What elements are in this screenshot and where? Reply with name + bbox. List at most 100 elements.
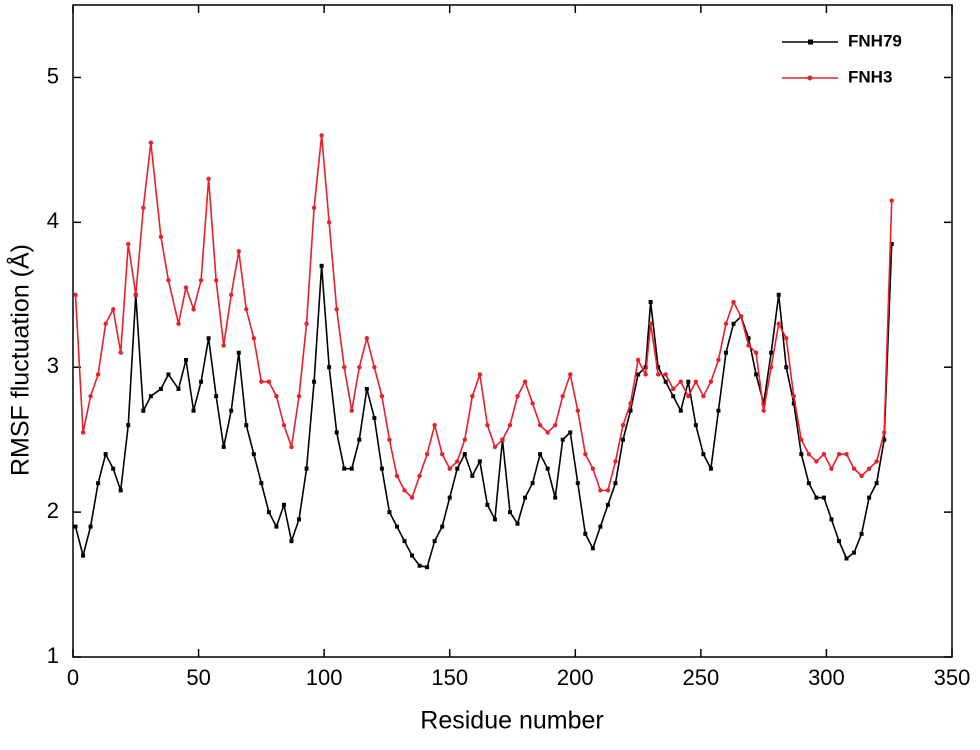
marker xyxy=(485,422,490,428)
marker xyxy=(118,488,123,493)
marker xyxy=(364,386,369,391)
marker xyxy=(738,314,744,319)
plot-frame xyxy=(72,4,953,658)
marker xyxy=(753,350,759,355)
marker xyxy=(613,481,618,486)
marker xyxy=(455,459,460,464)
marker xyxy=(553,495,558,500)
marker xyxy=(507,422,513,428)
marker xyxy=(761,408,766,413)
marker xyxy=(342,466,347,471)
marker xyxy=(538,452,543,457)
marker xyxy=(259,379,264,384)
marker xyxy=(425,565,430,570)
marker xyxy=(575,481,580,486)
marker xyxy=(440,524,445,529)
marker xyxy=(455,466,460,471)
marker xyxy=(754,372,759,377)
marker xyxy=(678,408,683,413)
marker xyxy=(635,357,641,363)
marker xyxy=(221,343,226,348)
marker xyxy=(342,365,347,370)
marker xyxy=(96,481,101,486)
marker xyxy=(686,394,691,399)
marker xyxy=(73,292,78,297)
marker xyxy=(492,444,498,450)
marker xyxy=(568,372,573,377)
marker xyxy=(821,495,826,500)
marker xyxy=(470,473,475,478)
legend-marker xyxy=(808,39,813,45)
marker xyxy=(663,372,668,377)
marker xyxy=(545,430,550,435)
x-tick-label: 0 xyxy=(67,665,79,690)
marker xyxy=(166,278,171,283)
marker xyxy=(731,321,736,326)
marker xyxy=(620,422,626,428)
marker xyxy=(746,336,751,341)
marker xyxy=(372,415,377,420)
marker xyxy=(447,495,452,500)
legend-marker xyxy=(807,75,813,81)
marker xyxy=(394,524,399,529)
series-line xyxy=(74,135,893,500)
marker xyxy=(686,379,691,384)
marker xyxy=(844,451,849,457)
marker xyxy=(296,394,302,399)
marker xyxy=(274,394,279,399)
marker xyxy=(432,422,437,428)
marker xyxy=(643,372,648,377)
marker xyxy=(244,423,249,428)
marker xyxy=(568,430,573,435)
marker xyxy=(598,524,603,529)
marker xyxy=(867,495,872,500)
marker xyxy=(701,394,706,399)
marker xyxy=(379,394,385,399)
marker xyxy=(103,321,108,326)
x-axis-label: Residue number xyxy=(420,707,603,735)
marker xyxy=(221,444,226,449)
marker xyxy=(184,357,189,362)
marker xyxy=(784,336,789,341)
marker xyxy=(289,539,294,544)
marker xyxy=(387,437,392,442)
marker xyxy=(648,300,653,305)
marker xyxy=(447,466,452,471)
marker xyxy=(693,423,698,428)
marker xyxy=(761,401,766,406)
marker xyxy=(530,401,535,406)
marker xyxy=(836,451,842,457)
marker xyxy=(784,365,789,370)
marker xyxy=(327,365,332,370)
marker xyxy=(829,517,834,522)
marker xyxy=(133,292,138,297)
marker xyxy=(648,321,653,326)
marker xyxy=(598,488,603,493)
marker xyxy=(791,401,796,406)
marker xyxy=(402,539,407,544)
marker xyxy=(575,408,580,413)
marker xyxy=(477,459,482,464)
marker xyxy=(251,336,257,341)
marker xyxy=(821,451,827,457)
marker xyxy=(191,307,196,312)
marker xyxy=(304,321,309,326)
x-tick-label: 350 xyxy=(934,665,971,690)
marker xyxy=(583,451,588,457)
marker xyxy=(214,394,219,399)
x-tick-label: 200 xyxy=(557,665,594,690)
marker xyxy=(716,357,721,363)
marker xyxy=(402,488,407,493)
marker xyxy=(462,437,467,442)
marker xyxy=(148,394,153,399)
marker xyxy=(560,394,565,399)
marker xyxy=(206,336,211,341)
marker xyxy=(349,466,354,471)
marker xyxy=(88,394,93,399)
marker xyxy=(73,524,78,529)
marker xyxy=(229,408,234,413)
marker xyxy=(372,365,377,370)
marker xyxy=(866,466,872,471)
marker xyxy=(851,466,857,471)
marker xyxy=(266,379,272,384)
